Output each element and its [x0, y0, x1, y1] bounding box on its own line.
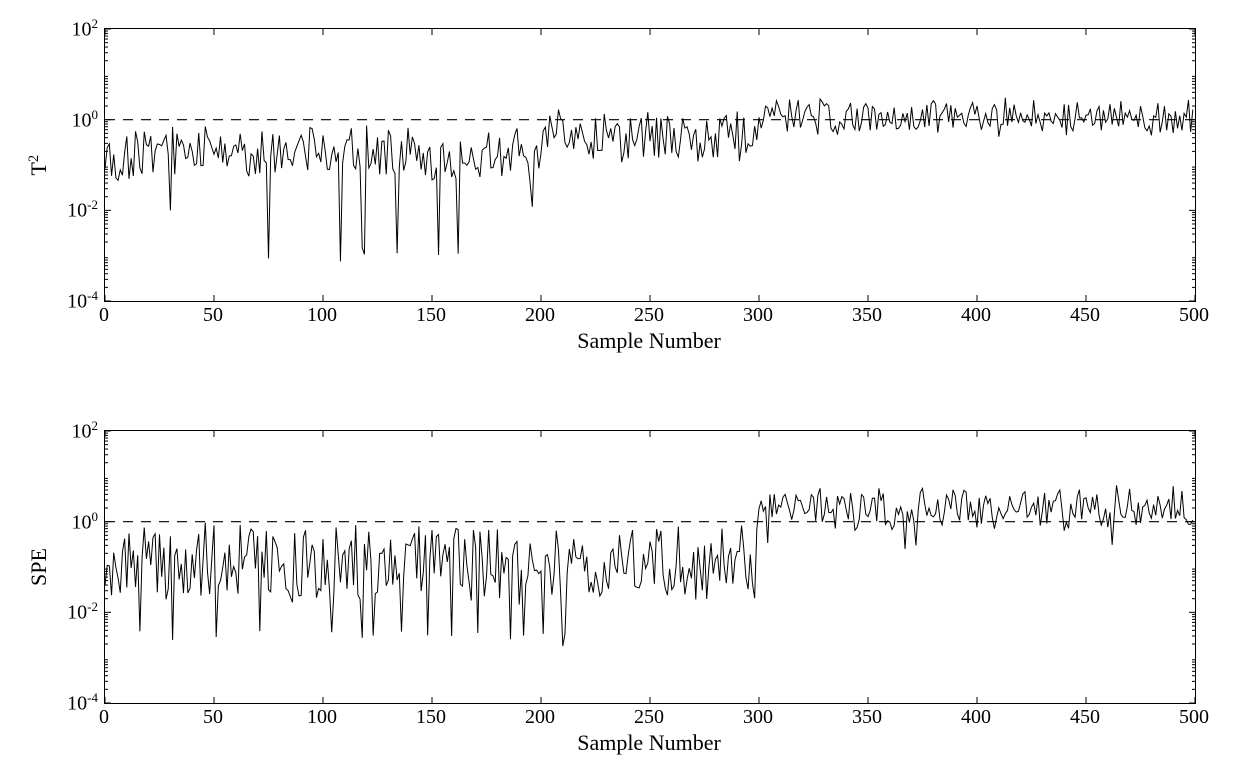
t2-ytick-label: 102 — [42, 16, 98, 42]
t2-xtick-label: 50 — [188, 304, 238, 327]
t2-xtick-label: 350 — [842, 304, 892, 327]
spe-series-line — [105, 485, 1193, 646]
t2-xtick-label: 250 — [624, 304, 674, 327]
spe-axes — [104, 430, 1196, 704]
spe-xtick-label: 450 — [1060, 706, 1110, 729]
spe-xlabel: Sample Number — [104, 730, 1194, 756]
spe-xtick-label: 300 — [733, 706, 783, 729]
spe-ytick-label: 10-2 — [42, 599, 98, 625]
t2-series-line — [105, 98, 1193, 262]
t2-xlabel: Sample Number — [104, 328, 1194, 354]
t2-ytick-label: 100 — [42, 107, 98, 133]
spe-ytick-label: 102 — [42, 418, 98, 444]
spe-xtick-label: 100 — [297, 706, 347, 729]
spe-xtick-label: 200 — [515, 706, 565, 729]
spe-xtick-label: 250 — [624, 706, 674, 729]
spe-svg — [105, 431, 1195, 703]
t2-xtick-label: 400 — [951, 304, 1001, 327]
t2-xtick-label: 500 — [1169, 304, 1219, 327]
spe-ytick-label: 100 — [42, 509, 98, 535]
t2-axes — [104, 28, 1196, 302]
t2-ylabel: T2 — [26, 135, 52, 195]
spe-xtick-label: 50 — [188, 706, 238, 729]
t2-ytick-label: 10-2 — [42, 197, 98, 223]
t2-xtick-label: 200 — [515, 304, 565, 327]
spe-xtick-label: 500 — [1169, 706, 1219, 729]
t2-ytick-label: 10-4 — [42, 288, 98, 314]
spe-xtick-label: 150 — [406, 706, 456, 729]
spe-xtick-label: 350 — [842, 706, 892, 729]
spe-ytick-label: 10-4 — [42, 690, 98, 716]
t2-xtick-label: 450 — [1060, 304, 1110, 327]
t2-svg — [105, 29, 1195, 301]
spe-ylabel: SPE — [26, 537, 52, 597]
t2-xtick-label: 100 — [297, 304, 347, 327]
t2-xtick-label: 300 — [733, 304, 783, 327]
figure: 05010015020025030035040045050010-410-210… — [0, 0, 1240, 784]
spe-xtick-label: 400 — [951, 706, 1001, 729]
t2-xtick-label: 150 — [406, 304, 456, 327]
